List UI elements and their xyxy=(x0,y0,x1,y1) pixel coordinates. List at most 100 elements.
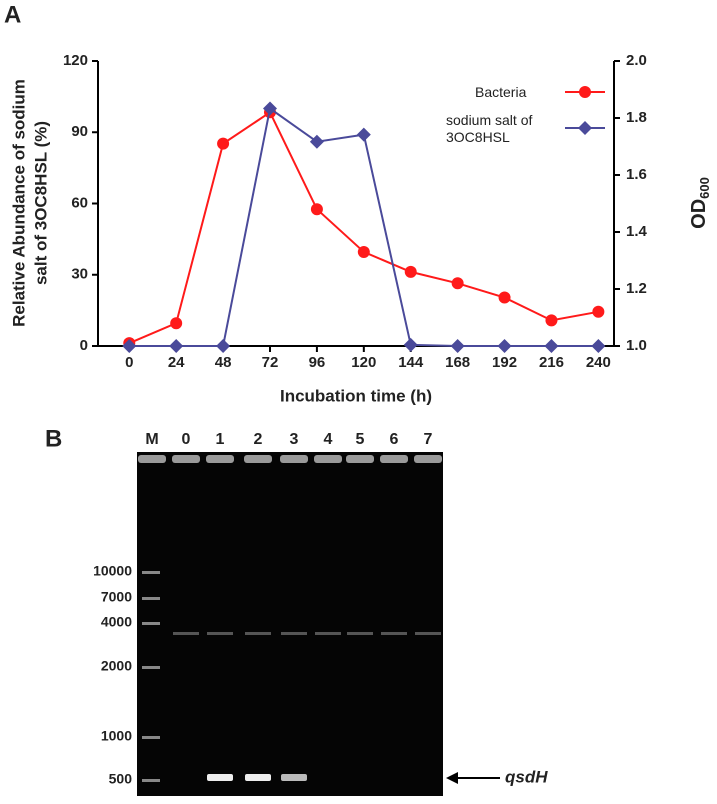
well xyxy=(314,455,342,463)
gel xyxy=(137,452,443,796)
x-tick-label: 192 xyxy=(492,354,517,371)
point xyxy=(357,245,370,258)
point xyxy=(310,203,323,216)
y-tick-label: 90 xyxy=(71,123,88,140)
faint-band xyxy=(245,632,271,635)
y-tick-label: 120 xyxy=(63,52,88,69)
point xyxy=(169,339,184,353)
point xyxy=(170,317,183,330)
point xyxy=(498,291,511,304)
legend-marker xyxy=(579,86,591,98)
y2-tick-label: 1.2 xyxy=(626,280,647,297)
band xyxy=(245,774,271,781)
point xyxy=(356,127,371,142)
point xyxy=(592,305,605,318)
ladder-band xyxy=(142,622,160,625)
legend-label: sodium salt of 3OC8HSL xyxy=(446,112,533,145)
y2-tick-label: 1.6 xyxy=(626,166,647,183)
point xyxy=(122,339,137,353)
well xyxy=(346,455,374,463)
well xyxy=(414,455,442,463)
band xyxy=(281,774,307,781)
y-axis-label: Relative Abundance of sodium xyxy=(9,79,28,327)
y-tick-label: 60 xyxy=(71,194,88,211)
point xyxy=(404,265,417,278)
arrow-head xyxy=(446,772,458,784)
y2-label-sub: 600 xyxy=(697,177,712,199)
ladder-label: 500 xyxy=(109,771,133,787)
band-label: qsdH xyxy=(505,767,548,786)
lane-label: 4 xyxy=(324,431,333,448)
x-tick-label: 96 xyxy=(309,354,326,371)
y-tick-label: 30 xyxy=(71,266,88,283)
point xyxy=(451,277,464,290)
legend-label: Bacteria xyxy=(475,84,527,100)
ladder-band xyxy=(142,571,160,574)
ladder-label: 1000 xyxy=(101,728,132,744)
ladder-label: 7000 xyxy=(101,589,132,605)
lane-label: 2 xyxy=(254,431,263,448)
faint-band xyxy=(315,632,341,635)
x-tick-label: 216 xyxy=(539,354,564,371)
well xyxy=(244,455,272,463)
lane-label: 6 xyxy=(390,431,399,448)
faint-band xyxy=(347,632,373,635)
point xyxy=(403,337,418,352)
point xyxy=(216,339,231,353)
point xyxy=(544,339,559,353)
point xyxy=(497,339,512,353)
point xyxy=(450,339,465,353)
panel-label: B xyxy=(45,425,62,452)
band xyxy=(207,774,233,781)
faint-band xyxy=(207,632,233,635)
lane-label: 5 xyxy=(356,431,365,448)
ladder-label: 2000 xyxy=(101,658,132,674)
well xyxy=(280,455,308,463)
ladder-label: 10000 xyxy=(93,563,132,579)
ladder-band xyxy=(142,779,160,782)
x-tick-label: 72 xyxy=(262,354,279,371)
y2-tick-label: 1.0 xyxy=(626,337,647,354)
lane-label: M xyxy=(145,431,158,448)
panel-label: A xyxy=(4,1,21,28)
ladder-band xyxy=(142,597,160,600)
lane-label: 3 xyxy=(290,431,299,448)
legend-marker xyxy=(578,121,592,135)
x-tick-label: 24 xyxy=(168,354,185,371)
well xyxy=(380,455,408,463)
x-tick-label: 168 xyxy=(445,354,470,371)
x-tick-label: 48 xyxy=(215,354,232,371)
point xyxy=(309,134,324,149)
well xyxy=(206,455,234,463)
well xyxy=(172,455,200,463)
y2-tick-label: 1.8 xyxy=(626,109,647,126)
y-axis-label: salt of 3OC8HSL (%) xyxy=(31,121,50,285)
lane-label: 0 xyxy=(182,431,191,448)
x-tick-label: 120 xyxy=(351,354,376,371)
x-tick-label: 144 xyxy=(398,354,424,371)
y2-axis-label: OD600 xyxy=(688,177,712,229)
point xyxy=(263,101,277,116)
point xyxy=(545,314,558,327)
y-tick-label: 0 xyxy=(80,337,88,354)
line xyxy=(128,110,599,345)
x-tick-label: 240 xyxy=(586,354,611,371)
ladder-band xyxy=(142,666,160,669)
faint-band xyxy=(415,632,441,635)
point xyxy=(217,137,230,150)
ladder-band xyxy=(142,736,160,739)
x-axis-label: Incubation time (h) xyxy=(280,386,432,405)
y2-tick-label: 2.0 xyxy=(626,52,647,69)
ladder-label: 4000 xyxy=(101,614,132,630)
point xyxy=(591,339,606,353)
faint-band xyxy=(281,632,307,635)
faint-band xyxy=(381,632,407,635)
lane-label: 1 xyxy=(216,431,225,448)
y2-tick-label: 1.4 xyxy=(626,223,648,240)
lane-label: 7 xyxy=(424,431,433,448)
x-tick-label: 0 xyxy=(125,354,133,371)
well xyxy=(138,455,166,463)
faint-band xyxy=(173,632,199,635)
